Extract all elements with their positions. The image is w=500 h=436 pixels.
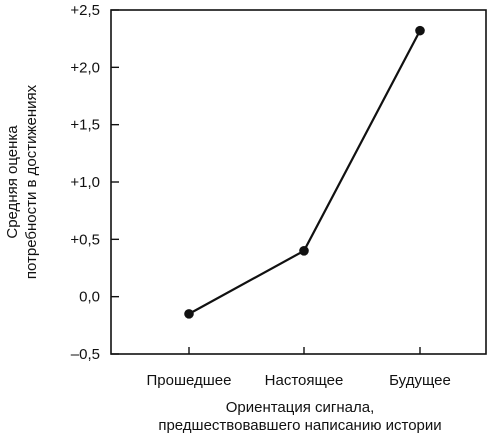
x-axis-title-line-2: предшествовавшего написанию истории: [158, 417, 441, 434]
data-point: [299, 246, 309, 256]
plot-area: –0,5 0,0 +0,5 +1,0 +1,5 +2,0 +2,5 Прошедшее Наст…: [70, 2, 487, 389]
x-tick-label: Прошедшее: [147, 372, 232, 389]
y-tick-label: +1,0: [70, 174, 100, 191]
y-tick-label: +0,5: [70, 231, 100, 248]
data-point: [415, 25, 425, 36]
y-tick-label: 0,0: [79, 289, 100, 306]
y-axis-title: Средняя оценка потребности в достижениях: [4, 84, 40, 279]
y-tick-label: +2,5: [70, 2, 100, 19]
y-tick-label: –0,5: [71, 346, 100, 363]
data-point: [184, 309, 194, 319]
y-tick-label: +2,0: [70, 59, 100, 76]
y-axis-title-line-1: Средняя оценка: [4, 125, 21, 239]
x-tick-label: Будущее: [389, 372, 451, 389]
y-axis-title-line-2: потребности в достижениях: [23, 84, 40, 279]
series-line: [188, 30, 421, 315]
plot-frame: [110, 9, 487, 355]
x-axis-title-line-1: Ориентация сигнала,: [226, 399, 375, 416]
x-tick-label: Настоящее: [265, 372, 344, 389]
x-axis-title: Ориентация сигнала, предшествовавшего на…: [158, 399, 441, 434]
y-tick-label: +1,5: [70, 117, 100, 134]
